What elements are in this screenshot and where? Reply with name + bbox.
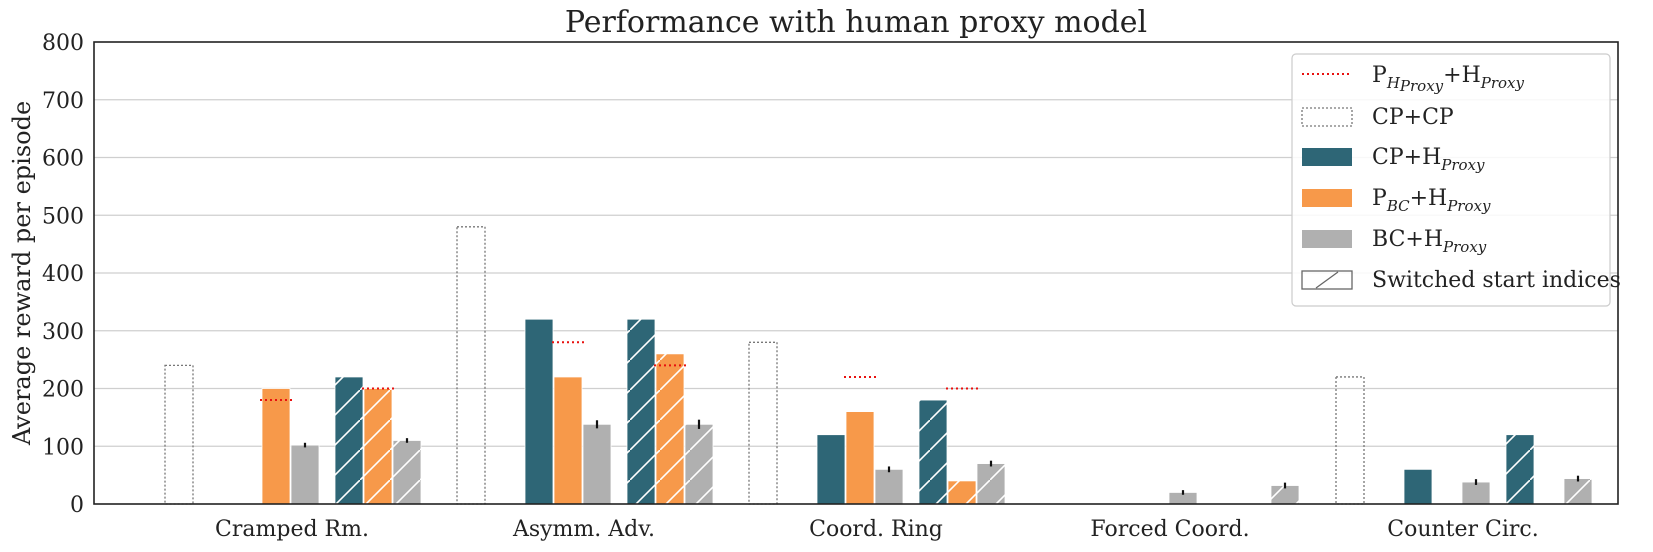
bar-bc-hproxy	[1461, 481, 1491, 505]
legend-swatch-pbch	[1302, 189, 1352, 207]
bar-hatch-pbc-hproxy-switched	[364, 388, 392, 504]
legend-swatch-cpcp	[1301, 107, 1353, 127]
x-category-label: Coord. Ring	[809, 517, 943, 542]
y-tick-label: 600	[42, 147, 84, 172]
bar-hatch-bc-hproxy-switched	[1271, 485, 1299, 504]
bar-bc-hproxy	[290, 444, 320, 505]
bar-bc-hproxy	[874, 468, 904, 505]
bars	[164, 226, 1593, 505]
y-tick-label: 400	[42, 262, 84, 287]
legend-swatch-bch	[1302, 230, 1352, 248]
bar-hatch-cp-hproxy-switched	[919, 400, 947, 504]
legend-swatch-switched	[1301, 270, 1353, 290]
legend-label-switched: Switched start indices	[1372, 268, 1621, 293]
y-tick-label: 500	[42, 204, 84, 229]
bar-hatch-bc-hproxy-switched	[977, 463, 1005, 504]
bar-hatch-pbc-hproxy-switched	[656, 353, 684, 504]
bar-pbc-hproxy	[261, 388, 291, 505]
bar-hatch-cp-hproxy-switched	[1506, 434, 1534, 504]
bar-cp-cp	[1335, 376, 1365, 505]
bar-cp-cp	[748, 341, 778, 505]
bar-hatch-bc-hproxy-switched	[685, 424, 713, 504]
bar-cp-cp	[456, 226, 486, 505]
bar-hatch-cp-hproxy-switched	[335, 376, 363, 504]
legend-swatch-switched-hatch	[1315, 271, 1339, 289]
x-category-label: Counter Circ.	[1387, 517, 1539, 542]
legend-label-pbch: PBC+HProxy	[1372, 186, 1491, 215]
bar-cp-hproxy	[1403, 468, 1433, 505]
x-category-label: Forced Coord.	[1090, 517, 1249, 542]
legend-swatch-cph	[1302, 148, 1352, 166]
y-tick-label: 800	[42, 31, 84, 56]
y-axis-label: Average reward per episode	[8, 101, 36, 446]
bar-pbc-hproxy	[553, 376, 583, 505]
bar-cp-hproxy	[524, 318, 554, 505]
y-tick-label: 300	[42, 320, 84, 345]
y-axis-ticks: 0 100 200 300 400 500 600 700 800	[42, 31, 84, 518]
bar-hatch-bc-hproxy-switched	[1564, 478, 1592, 504]
bar-bc-hproxy	[582, 423, 612, 505]
bar-pbc-hproxy	[845, 411, 875, 505]
legend-label-ref: PHProxy+HProxy	[1372, 63, 1525, 95]
bar-hatch-bc-hproxy-switched	[393, 440, 421, 504]
plot-frame	[93, 41, 1619, 505]
chart-title: Performance with human proxy model	[565, 5, 1147, 40]
bar-hatch-cp-hproxy-switched	[627, 319, 655, 504]
bar-cp-hproxy	[816, 434, 846, 505]
legend-label-cpcp: CP+CP	[1372, 105, 1454, 130]
x-category-label: Asymm. Adv.	[512, 517, 655, 542]
reference-lines	[260, 341, 978, 402]
bar-cp-cp	[164, 364, 194, 505]
y-tick-label: 100	[42, 435, 84, 460]
bar-hatch-pbc-hproxy-switched	[948, 480, 976, 504]
legend-label-cph: CP+HProxy	[1372, 145, 1485, 174]
error-bars	[303, 419, 1580, 495]
y-tick-label: 0	[70, 493, 84, 518]
legend-box	[1291, 53, 1611, 307]
y-tick-label: 200	[42, 378, 84, 403]
legend: PHProxy+HProxy CP+CP CP+HProxy PBC+HProx…	[1291, 53, 1621, 307]
x-category-label: Cramped Rm.	[215, 517, 369, 542]
y-tick-label: 700	[42, 89, 84, 114]
legend-label-bch: BC+HProxy	[1372, 227, 1487, 256]
x-axis-categories: Cramped Rm. Asymm. Adv. Coord. Ring Forced …	[215, 517, 1539, 542]
